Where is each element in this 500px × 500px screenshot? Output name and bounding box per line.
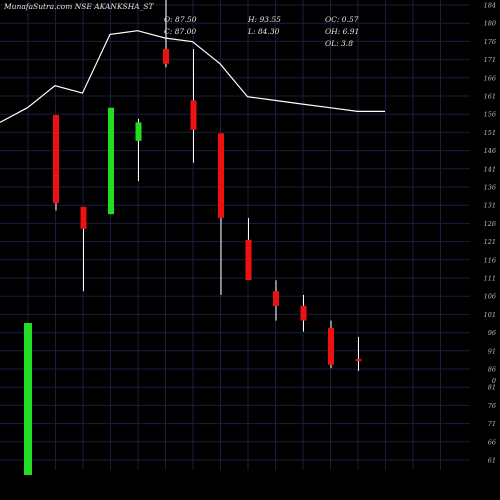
- candle-body: [163, 49, 169, 64]
- y-tick-label: 131: [484, 202, 496, 210]
- y-tick-label: 81: [488, 384, 496, 392]
- chart-grid: [0, 0, 470, 470]
- y-tick-label: 166: [484, 74, 496, 82]
- moving-average-line: [0, 30, 385, 123]
- y-tick-label: 96: [488, 329, 496, 337]
- candle-body: [273, 291, 279, 306]
- y-tick-label: 184: [484, 2, 496, 10]
- volume-bar: [24, 323, 32, 475]
- candlesticks: [53, 0, 362, 371]
- y-tick-label: 180: [484, 20, 496, 28]
- candle-body: [190, 100, 197, 130]
- y-tick-label: 146: [484, 147, 496, 155]
- candle-body: [135, 122, 142, 141]
- y-tick-label: 66: [488, 438, 496, 446]
- side-value-label: 0: [492, 377, 496, 385]
- candle-body: [355, 359, 362, 362]
- candle-body: [108, 107, 114, 215]
- candle-body: [300, 305, 307, 321]
- y-tick-label: 141: [484, 165, 496, 173]
- open-value: O: 87.50: [164, 15, 197, 24]
- candle-body: [328, 327, 334, 365]
- oc-value: OC: 0.57: [325, 15, 359, 24]
- y-tick-label: 116: [484, 256, 496, 264]
- y-tick-label: 91: [488, 347, 496, 355]
- oh-value: OH: 6.91: [325, 27, 359, 36]
- candle-body: [80, 206, 87, 229]
- volume-bars: [24, 323, 32, 475]
- high-value: H: 93.55: [247, 15, 281, 24]
- y-tick-label: 151: [484, 129, 496, 137]
- y-tick-label: 86: [488, 366, 496, 374]
- candle-body: [53, 115, 59, 204]
- close-value: C: 87.00: [164, 27, 196, 36]
- candle-body: [245, 239, 252, 281]
- y-tick-label: 156: [484, 111, 496, 119]
- y-tick-label: 111: [484, 275, 496, 283]
- y-axis-ticks: 184 180 176 171 166 161 156 151 146 141 136 131 126 1…: [484, 2, 496, 465]
- ma-line: [0, 30, 385, 123]
- y-tick-label: 61: [488, 457, 496, 465]
- y-tick-label: 101: [484, 311, 496, 319]
- y-tick-label: 161: [484, 93, 496, 101]
- candle-body: [218, 133, 224, 218]
- y-tick-label: 121: [484, 238, 496, 246]
- y-tick-label: 106: [484, 293, 496, 301]
- y-tick-label: 126: [484, 220, 496, 228]
- y-tick-label: 171: [484, 56, 496, 64]
- y-tick-label: 71: [488, 420, 496, 428]
- y-tick-label: 76: [488, 402, 496, 410]
- y-tick-label: 136: [484, 184, 496, 192]
- low-value: L: 84.30: [247, 27, 280, 36]
- chart-title: MunafaSutra.com NSE AKANKSHA_ST: [3, 2, 155, 11]
- y-tick-label: 176: [484, 38, 496, 46]
- ol-value: OL: 3.8: [325, 39, 353, 48]
